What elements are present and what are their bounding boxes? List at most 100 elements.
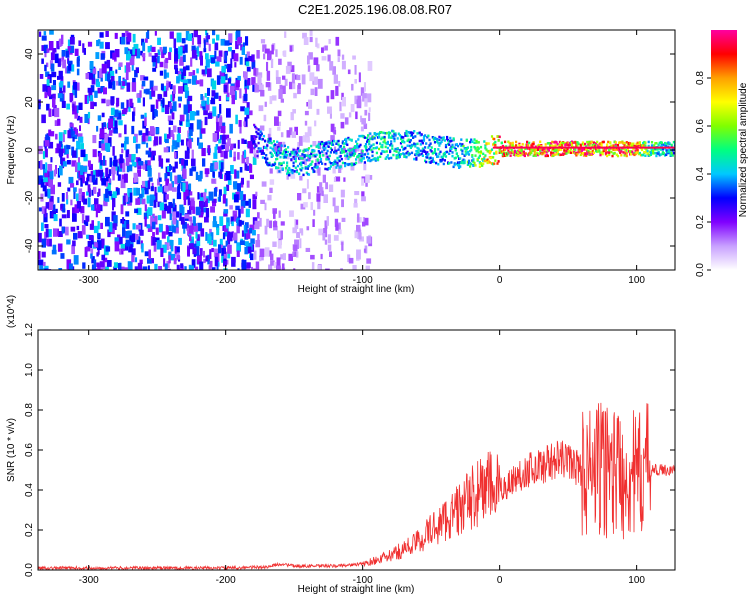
heatmap-cell xyxy=(169,84,173,90)
heatmap-cell xyxy=(446,150,449,154)
heatmap-cell xyxy=(647,154,650,157)
heatmap-cell xyxy=(335,36,340,46)
heatmap-cell xyxy=(247,246,252,254)
heatmap-cell xyxy=(375,141,378,145)
heatmap-cell xyxy=(185,31,190,41)
heatmap-cell xyxy=(144,160,150,165)
heatmap-cell xyxy=(94,90,98,98)
heatmap-cell xyxy=(321,190,324,197)
heatmap-cell xyxy=(467,153,471,156)
heatmap-cell xyxy=(90,85,95,93)
heatmap-cell xyxy=(141,180,146,187)
heatmap-cell xyxy=(620,154,623,157)
heatmap-cell xyxy=(45,162,48,173)
heatmap-cell xyxy=(198,175,202,182)
heatmap-cell xyxy=(516,153,519,157)
heatmap-cell xyxy=(454,149,457,152)
heatmap-cell xyxy=(48,108,52,117)
heatmap-cell xyxy=(87,111,91,119)
heatmap-cell xyxy=(244,107,250,115)
heatmap-cell xyxy=(67,81,71,88)
heatmap-cell xyxy=(448,152,451,155)
heatmap-cell xyxy=(48,201,54,211)
heatmap-cell xyxy=(144,187,149,195)
heatmap-cell xyxy=(151,87,156,97)
colorbar-scale xyxy=(711,30,737,270)
heatmap-cell xyxy=(44,189,48,197)
heatmap-cell xyxy=(154,53,158,58)
heatmap-cell xyxy=(205,255,209,262)
heatmap-cell xyxy=(358,72,361,83)
heatmap-cell xyxy=(46,103,50,111)
heatmap-cell xyxy=(333,177,336,182)
heatmap-cell xyxy=(350,139,353,142)
heatmap-cell xyxy=(89,176,93,183)
heatmap-cell xyxy=(328,154,331,158)
heatmap-cell xyxy=(183,191,187,200)
heatmap-cell xyxy=(183,226,186,234)
heatmap-cell xyxy=(223,211,228,217)
heatmap-cell xyxy=(186,143,190,154)
heatmap-cell xyxy=(237,183,241,192)
heatmap-cell xyxy=(255,130,258,134)
heatmap-cell xyxy=(196,110,200,116)
heatmap-cell xyxy=(213,239,217,247)
heatmap-cell xyxy=(291,152,294,155)
heatmap-cell xyxy=(484,144,487,147)
heatmap-cell xyxy=(299,238,302,249)
heatmap-cell xyxy=(191,37,194,45)
heatmap-cell xyxy=(644,141,647,144)
heatmap-cell xyxy=(247,141,252,149)
heatmap-cell xyxy=(510,148,513,152)
heatmap-cell xyxy=(444,155,448,158)
heatmap-cell xyxy=(74,111,78,119)
heatmap-cell xyxy=(484,154,487,157)
heatmap-cell xyxy=(477,156,480,159)
heatmap-cell xyxy=(332,143,335,146)
heatmap-cell xyxy=(453,146,456,149)
heatmap-cell xyxy=(168,202,173,208)
heatmap-cell xyxy=(309,72,315,82)
heatmap-cell xyxy=(256,154,259,158)
heatmap-cell xyxy=(148,177,153,182)
heatmap-cell xyxy=(493,142,496,145)
heatmap-cell xyxy=(82,43,85,53)
heatmap-cell xyxy=(95,208,98,218)
heatmap-cell xyxy=(53,105,57,111)
heatmap-cell xyxy=(136,207,142,215)
heatmap-cell xyxy=(154,136,159,146)
heatmap-cell xyxy=(155,227,159,235)
heatmap-cell xyxy=(216,227,220,236)
heatmap-cell xyxy=(429,142,432,145)
heatmap-cell xyxy=(498,149,501,152)
heatmap-cell xyxy=(401,145,404,149)
heatmap-cell xyxy=(280,132,284,138)
heatmap-cell xyxy=(86,234,90,239)
heatmap-cell xyxy=(174,152,177,158)
heatmap-cell xyxy=(179,211,182,221)
heatmap-cell xyxy=(255,240,261,248)
heatmap-cell xyxy=(169,213,172,221)
heatmap-cell xyxy=(84,94,88,104)
heatmap-cell xyxy=(606,143,609,146)
heatmap-cell xyxy=(126,163,130,173)
heatmap-cell xyxy=(187,228,190,236)
heatmap-cell xyxy=(364,217,369,226)
heatmap-cell xyxy=(367,152,370,156)
heatmap-cell xyxy=(196,236,201,246)
heatmap-cell xyxy=(101,98,106,104)
heatmap-cell xyxy=(177,255,180,260)
heatmap-cell xyxy=(516,150,519,153)
heatmap-cell xyxy=(656,148,659,151)
heatmap-cell xyxy=(103,193,106,202)
heatmap-cell xyxy=(469,165,472,168)
heatmap-cell xyxy=(166,81,171,88)
heatmap-cell xyxy=(82,195,85,203)
heatmap-cell xyxy=(316,193,321,202)
heatmap-cell xyxy=(122,227,126,237)
heatmap-cell xyxy=(286,172,289,175)
heatmap-cell xyxy=(578,150,581,153)
heatmap-cell xyxy=(412,131,415,135)
heatmap-cell xyxy=(113,155,117,160)
heatmap-cell xyxy=(49,195,54,204)
